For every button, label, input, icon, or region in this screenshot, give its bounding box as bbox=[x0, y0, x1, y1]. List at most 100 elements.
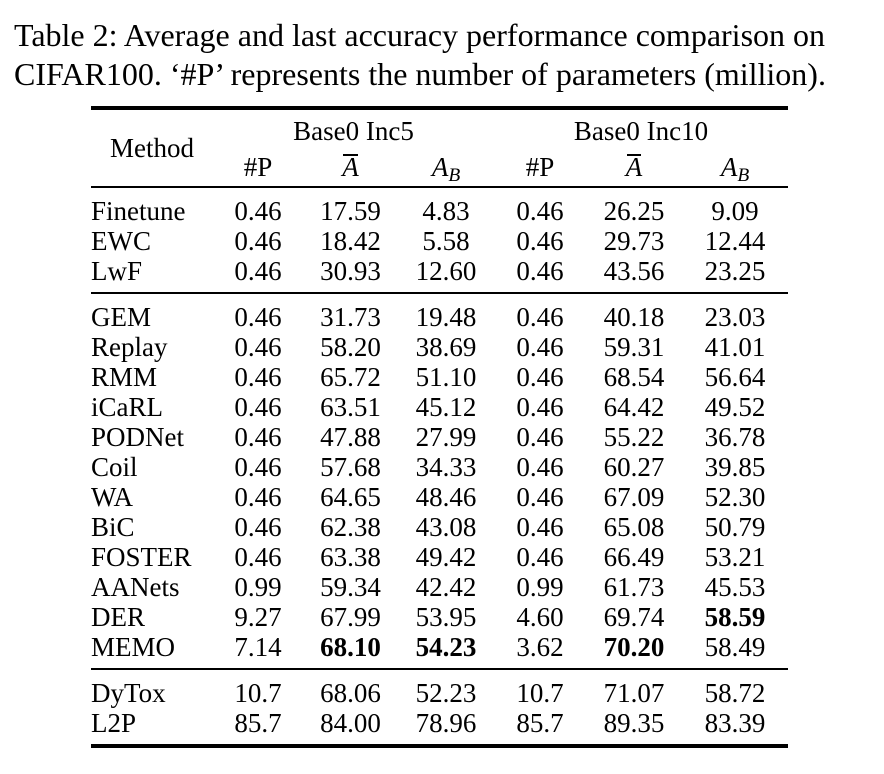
table-row-wa: WA 0.46 64.65 48.46 0.46 67.09 52.30 bbox=[91, 482, 788, 512]
param-count-symbol: #P bbox=[243, 152, 273, 182]
method-label: Replay bbox=[91, 332, 168, 362]
value-cell-avg-acc-inc10: 64.42 bbox=[603, 392, 665, 422]
value-cell-last-acc-inc5: 4.83 bbox=[422, 196, 470, 226]
value-cell-last-acc-inc5: 5.58 bbox=[422, 226, 470, 256]
method-label: L2P bbox=[91, 708, 137, 738]
value-cell-avg-acc-inc5: 62.38 bbox=[320, 512, 381, 542]
value-cell-p-inc5: 0.46 bbox=[234, 482, 282, 512]
table-row-der: DER 9.27 67.99 53.95 4.60 69.74 58.59 bbox=[91, 602, 788, 632]
value-cell-p-inc5: 0.46 bbox=[234, 542, 282, 572]
table-row-l2p: L2P 85.7 84.00 78.96 85.7 89.35 83.39 bbox=[91, 708, 788, 746]
value-cell-p-inc5: 0.46 bbox=[234, 422, 282, 452]
value-cell-avg-acc-inc5: 59.34 bbox=[320, 572, 381, 602]
value-cell-last-acc-inc5: 45.12 bbox=[415, 392, 477, 422]
value-cell-last-acc-inc5: 49.42 bbox=[415, 542, 477, 572]
column-header-p-inc5: #P bbox=[213, 146, 303, 187]
value-cell-p-inc5: 10.7 bbox=[234, 678, 282, 708]
group-header-base0-inc5: Base0 Inc5 bbox=[293, 116, 414, 146]
method-label: Coil bbox=[91, 452, 138, 482]
value-cell-avg-acc-inc10: 68.54 bbox=[603, 362, 665, 392]
value-cell-last-acc-inc5: 27.99 bbox=[415, 422, 477, 452]
value-cell-last-acc-inc10: 45.53 bbox=[704, 572, 766, 602]
value-cell-p-inc5: 0.46 bbox=[234, 302, 282, 332]
value-cell-last-acc-inc10: 49.52 bbox=[704, 392, 766, 422]
value-cell-last-acc-inc10: 52.30 bbox=[704, 482, 766, 512]
table-row-gem: GEM 0.46 31.73 19.48 0.46 40.18 23.03 bbox=[91, 293, 789, 332]
value-cell-last-acc-inc5: 78.96 bbox=[415, 708, 477, 738]
value-cell-last-acc-inc5: 51.10 bbox=[415, 362, 477, 392]
value-cell-last-acc-inc10: 50.79 bbox=[704, 512, 766, 542]
value-cell-avg-acc-inc10: 70.20 bbox=[603, 632, 665, 662]
value-cell-p-inc10: 0.46 bbox=[516, 452, 564, 482]
value-cell-p-inc5: 0.46 bbox=[234, 196, 282, 226]
value-cell-p-inc5: 0.46 bbox=[234, 226, 282, 256]
value-cell-p-inc5: 0.46 bbox=[234, 362, 282, 392]
value-cell-avg-acc-inc10: 26.25 bbox=[603, 196, 665, 226]
subscript: B bbox=[737, 165, 750, 187]
value-cell-last-acc-inc5: 54.23 bbox=[415, 632, 477, 662]
value-cell-last-acc-inc10: 58.49 bbox=[704, 632, 766, 662]
value-cell-last-acc-inc5: 42.42 bbox=[415, 572, 477, 602]
value-cell-avg-acc-inc10: 71.07 bbox=[603, 678, 665, 708]
value-cell-last-acc-inc10: 83.39 bbox=[704, 708, 766, 738]
method-label: Finetune bbox=[91, 196, 186, 226]
value-cell-last-acc-inc10: 58.72 bbox=[704, 678, 766, 708]
value-cell-avg-acc-inc5: 84.00 bbox=[320, 708, 381, 738]
group-header-base0-inc10: Base0 Inc10 bbox=[573, 116, 709, 146]
value-cell-avg-acc-inc10: 65.08 bbox=[603, 512, 665, 542]
table-header: Method Base0 Inc5 Base0 Inc10 #P A AB #P A AB bbox=[91, 108, 789, 187]
value-cell-avg-acc-inc5: 58.20 bbox=[320, 332, 381, 362]
param-count-symbol: #P bbox=[525, 152, 555, 182]
value-cell-avg-acc-inc5: 18.42 bbox=[320, 226, 381, 256]
column-header-last-acc-inc5: AB bbox=[398, 146, 494, 187]
table-body: Finetune 0.46 17.59 4.83 0.46 26.25 9.09 EWC 0.4… bbox=[91, 187, 789, 746]
value-cell-last-acc-inc5: 12.60 bbox=[415, 256, 477, 286]
value-cell-p-inc10: 10.7 bbox=[516, 678, 564, 708]
method-label: EWC bbox=[91, 226, 151, 256]
value-cell-p-inc5: 9.27 bbox=[234, 602, 282, 632]
last-accuracy-symbol: A bbox=[431, 152, 449, 182]
last-accuracy-symbol: A bbox=[720, 152, 738, 182]
subscript: B bbox=[448, 165, 461, 187]
value-cell-p-inc5: 85.7 bbox=[234, 708, 282, 738]
avg-accuracy-symbol: A bbox=[625, 152, 643, 182]
value-cell-p-inc5: 0.46 bbox=[234, 512, 282, 542]
value-cell-p-inc5: 0.46 bbox=[234, 256, 282, 286]
value-cell-avg-acc-inc10: 40.18 bbox=[603, 302, 665, 332]
method-label: DyTox bbox=[91, 678, 166, 708]
value-cell-p-inc10: 4.60 bbox=[516, 602, 564, 632]
value-cell-avg-acc-inc5: 68.06 bbox=[320, 678, 381, 708]
value-cell-last-acc-inc5: 43.08 bbox=[415, 512, 477, 542]
value-cell-p-inc10: 0.46 bbox=[516, 422, 564, 452]
value-cell-p-inc10: 0.46 bbox=[516, 362, 564, 392]
method-label: FOSTER bbox=[91, 542, 192, 572]
value-cell-avg-acc-inc5: 47.88 bbox=[320, 422, 381, 452]
table-row-rmm: RMM 0.46 65.72 51.10 0.46 68.54 56.64 bbox=[91, 362, 788, 392]
value-cell-last-acc-inc5: 19.48 bbox=[415, 302, 477, 332]
value-cell-last-acc-inc5: 34.33 bbox=[415, 452, 477, 482]
value-cell-p-inc10: 0.46 bbox=[516, 302, 564, 332]
value-cell-p-inc10: 0.46 bbox=[516, 512, 564, 542]
value-cell-p-inc10: 0.46 bbox=[516, 392, 564, 422]
caption-line-1: Table 2: Average and last accuracy perfo… bbox=[14, 17, 826, 53]
value-cell-last-acc-inc5: 48.46 bbox=[415, 482, 477, 512]
value-cell-last-acc-inc10: 53.21 bbox=[704, 542, 766, 572]
method-label: DER bbox=[91, 602, 145, 632]
value-cell-p-inc5: 0.46 bbox=[234, 332, 282, 362]
value-cell-last-acc-inc10: 23.25 bbox=[704, 256, 766, 286]
value-cell-avg-acc-inc10: 60.27 bbox=[603, 452, 665, 482]
value-cell-p-inc10: 0.46 bbox=[516, 226, 564, 256]
value-cell-avg-acc-inc5: 67.99 bbox=[320, 602, 381, 632]
method-label: MEMO bbox=[91, 632, 176, 662]
table-row-foster: FOSTER 0.46 63.38 49.42 0.46 66.49 53.21 bbox=[91, 542, 788, 572]
table-row-lwf: LwF 0.46 30.93 12.60 0.46 43.56 23.25 bbox=[91, 256, 788, 293]
table-caption: Table 2: Average and last accuracy perfo… bbox=[14, 16, 826, 94]
value-cell-last-acc-inc5: 53.95 bbox=[415, 602, 477, 632]
value-cell-avg-acc-inc10: 66.49 bbox=[603, 542, 665, 572]
table-row-aanets: AANets 0.99 59.34 42.42 0.99 61.73 45.53 bbox=[91, 572, 788, 602]
value-cell-p-inc5: 0.46 bbox=[234, 452, 282, 482]
value-cell-avg-acc-inc10: 61.73 bbox=[603, 572, 665, 602]
column-header-avg-acc-inc10: A bbox=[586, 146, 682, 187]
value-cell-avg-acc-inc10: 69.74 bbox=[603, 602, 665, 632]
